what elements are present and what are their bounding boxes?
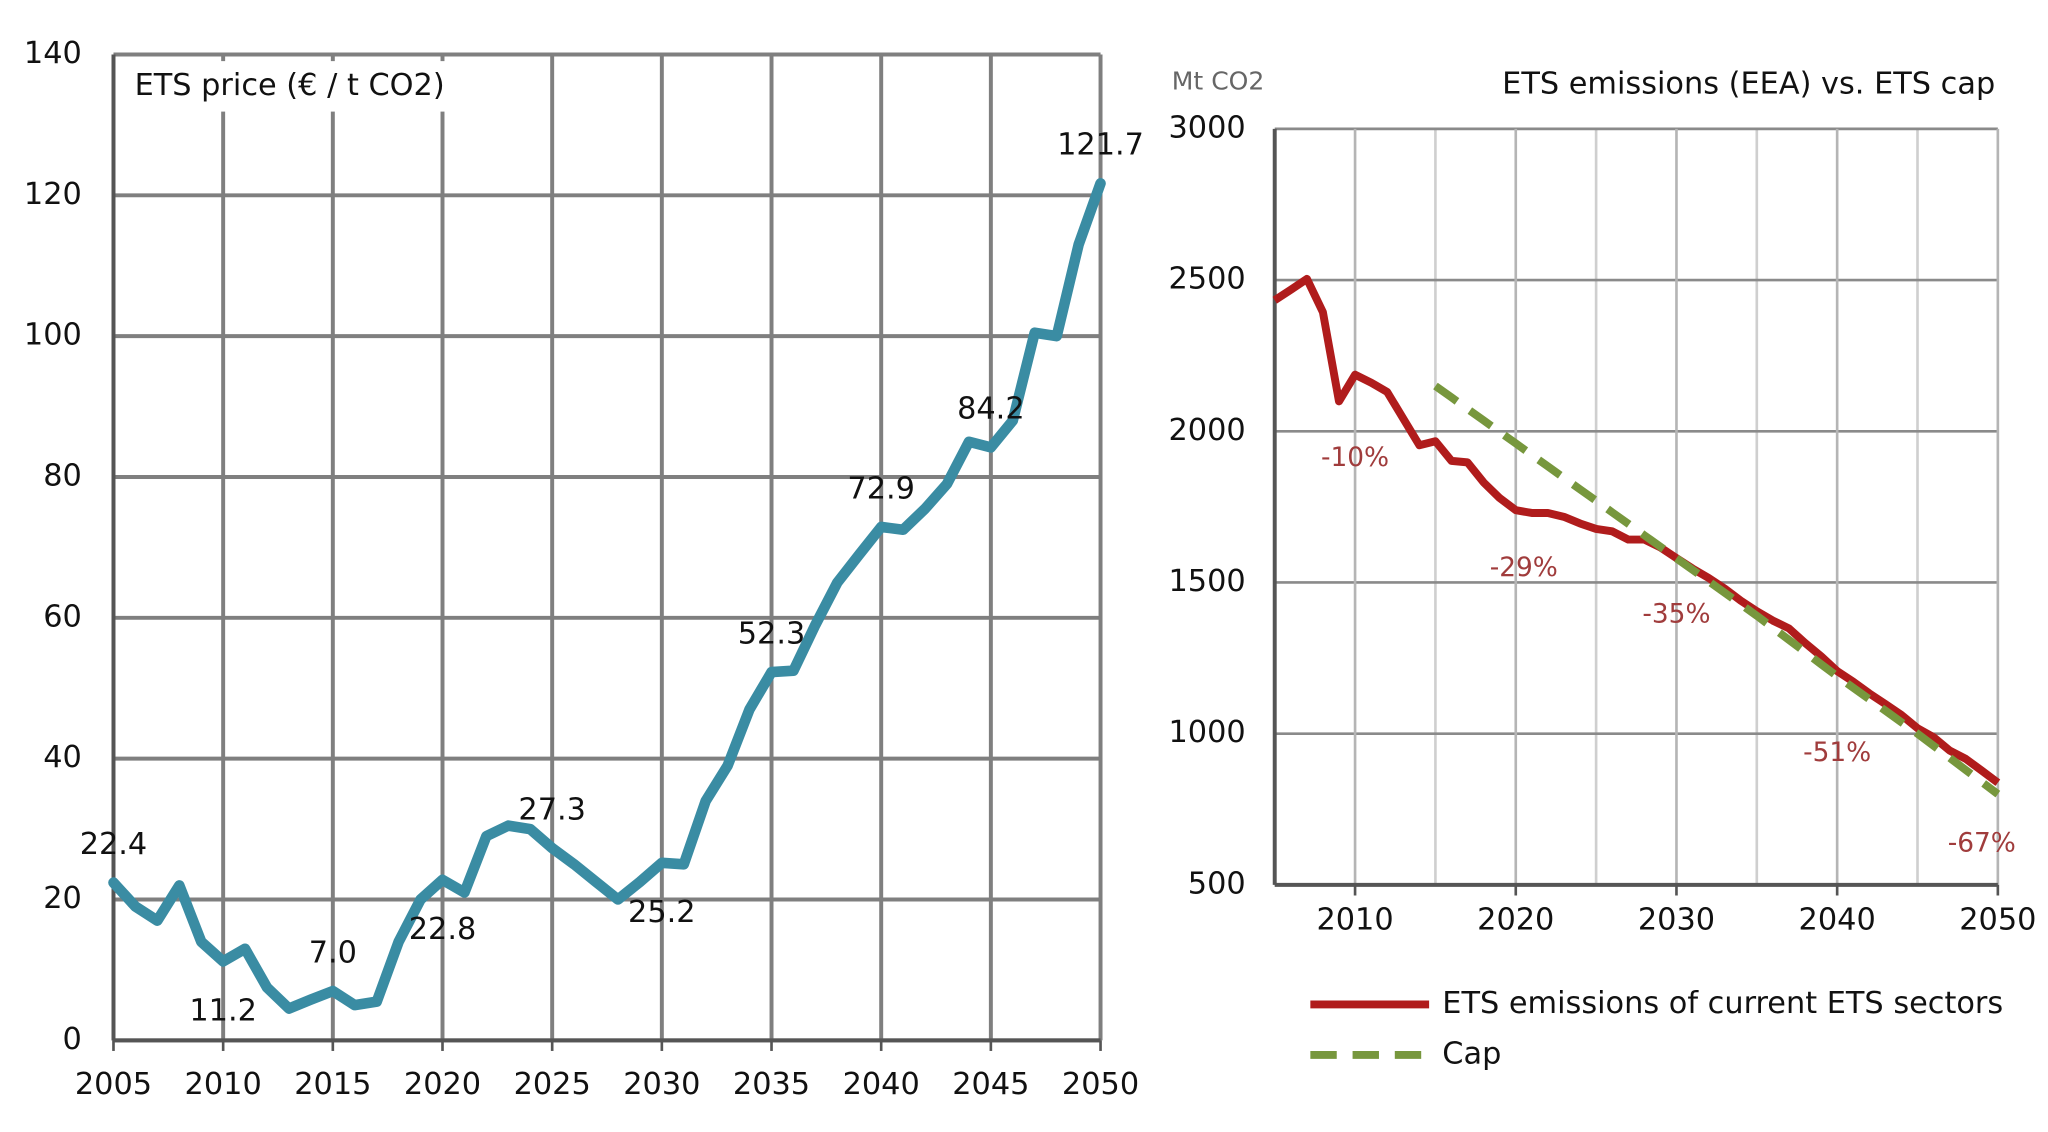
y-tick-label: 60 bbox=[43, 599, 82, 634]
x-tick-label: 2040 bbox=[1799, 902, 1876, 937]
x-tick-label: 2015 bbox=[294, 1067, 371, 1102]
x-tick-label: 2030 bbox=[1638, 902, 1715, 937]
legend-label: ETS emissions of current ETS sectors bbox=[1442, 986, 2003, 1021]
y-tick-label: 120 bbox=[24, 177, 82, 212]
y-tick-label: 100 bbox=[24, 318, 82, 353]
x-tick-label: 2030 bbox=[623, 1067, 700, 1102]
x-tick-label: 2025 bbox=[514, 1067, 591, 1102]
y-tick-label: 2000 bbox=[1168, 413, 1245, 448]
y-tick-label: 500 bbox=[1188, 866, 1246, 901]
x-tick-label: 2020 bbox=[1477, 902, 1554, 937]
x-tick-label: 2020 bbox=[404, 1067, 481, 1102]
x-tick-label: 2010 bbox=[1316, 902, 1393, 937]
annotation: -67% bbox=[1948, 827, 2016, 858]
x-tick-label: 2050 bbox=[1062, 1067, 1139, 1102]
data-label: 22.8 bbox=[409, 912, 477, 947]
data-label: 7.0 bbox=[309, 935, 357, 970]
title-background bbox=[118, 61, 447, 112]
y-unit-label: Mt CO2 bbox=[1172, 66, 1265, 95]
x-tick-label: 2045 bbox=[952, 1067, 1029, 1102]
data-label: 25.2 bbox=[628, 895, 696, 930]
annotation: -29% bbox=[1490, 552, 1558, 583]
x-tick-label: 2050 bbox=[1959, 902, 2036, 937]
data-label: 84.2 bbox=[957, 392, 1025, 427]
legend-label: Cap bbox=[1442, 1036, 1501, 1071]
annotation: -10% bbox=[1321, 442, 1389, 473]
data-label: 72.9 bbox=[847, 471, 915, 506]
y-tick-label: 0 bbox=[63, 1022, 82, 1057]
line bbox=[108, 178, 1106, 1014]
y-tick-label: 1000 bbox=[1168, 715, 1245, 750]
annotation: -51% bbox=[1803, 737, 1871, 768]
y-tick-label: 140 bbox=[24, 36, 82, 71]
annotation: -35% bbox=[1642, 599, 1710, 630]
x-tick-label: 2040 bbox=[843, 1067, 920, 1102]
data-label: 22.4 bbox=[80, 827, 148, 862]
data-label: 121.7 bbox=[1057, 128, 1144, 163]
data-label: 11.2 bbox=[189, 993, 257, 1028]
y-tick-label: 2500 bbox=[1168, 262, 1245, 297]
data-label: 27.3 bbox=[518, 792, 586, 827]
y-tick-label: 1500 bbox=[1168, 564, 1245, 599]
data-label: 52.3 bbox=[738, 616, 806, 651]
chart-title: ETS emissions (EEA) vs. ETS cap bbox=[1502, 66, 1995, 101]
x-tick-label: 2010 bbox=[185, 1067, 262, 1102]
x-tick-label: 2035 bbox=[733, 1067, 810, 1102]
x-tick-label: 2005 bbox=[75, 1067, 152, 1102]
chart-title: ETS price (€ / t CO2) bbox=[135, 68, 445, 103]
y-tick-label: 3000 bbox=[1168, 110, 1245, 145]
y-tick-label: 40 bbox=[43, 740, 82, 775]
series-line bbox=[1433, 382, 2001, 798]
series-line bbox=[1272, 274, 2001, 786]
y-tick-label: 20 bbox=[43, 881, 82, 916]
y-tick-label: 80 bbox=[43, 458, 82, 493]
